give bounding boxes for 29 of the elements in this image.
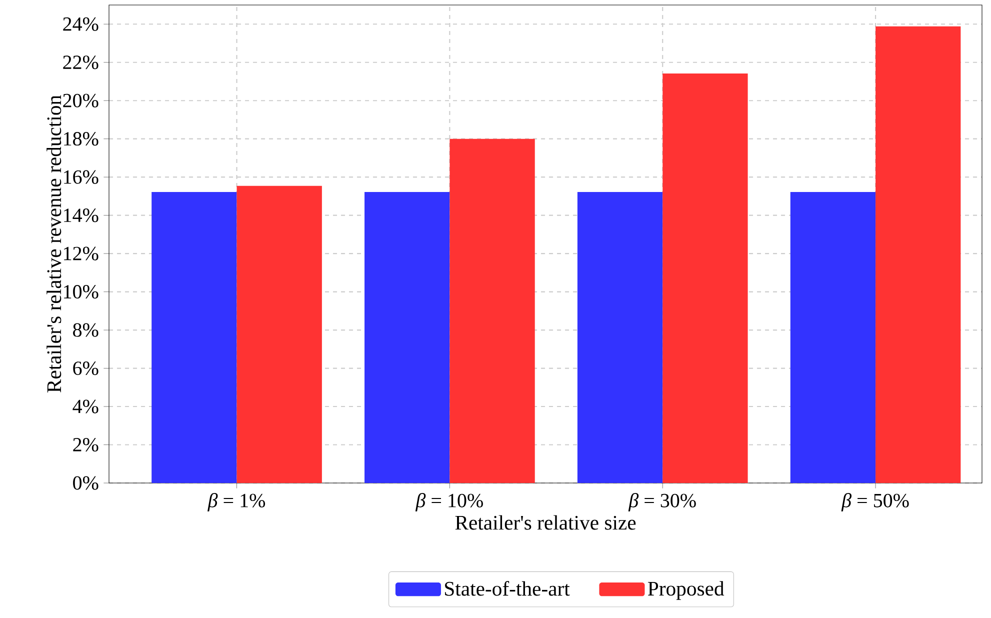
y-tick-label: 22% bbox=[63, 56, 98, 70]
y-tick-label: 8% bbox=[73, 323, 98, 337]
bar bbox=[364, 192, 450, 483]
y-tick-label: 4% bbox=[72, 400, 98, 414]
x-axis-title: Retailer's relative size bbox=[455, 515, 636, 530]
bar bbox=[450, 138, 535, 483]
bar bbox=[876, 26, 961, 483]
y-tick-label: 24% bbox=[63, 17, 98, 31]
bar bbox=[662, 73, 748, 483]
bar bbox=[577, 192, 663, 483]
y-tick-label: 14% bbox=[64, 208, 98, 222]
legend-label: Proposed bbox=[648, 581, 724, 600]
bar bbox=[236, 186, 322, 483]
y-tick-label: 12% bbox=[64, 246, 98, 260]
y-axis-title: Retailer's relative revenue reduction bbox=[46, 95, 62, 392]
y-tick-label: 16% bbox=[64, 170, 98, 184]
x-tick-label: β = 10% bbox=[415, 493, 483, 512]
bar bbox=[790, 192, 876, 483]
y-tick-label: 2% bbox=[73, 438, 98, 452]
legend-label: State-of-the-art bbox=[445, 581, 570, 596]
x-tick-label: β = 50% bbox=[841, 493, 909, 512]
bar bbox=[152, 192, 237, 483]
y-tick-label: 0% bbox=[73, 476, 98, 490]
y-tick-label: 20% bbox=[63, 94, 98, 108]
x-tick-label: β = 1% bbox=[207, 493, 266, 512]
x-tick-label: β = 30% bbox=[628, 493, 696, 512]
y-tick-label: 6% bbox=[73, 362, 98, 376]
y-tick-label: 18% bbox=[64, 132, 98, 146]
y-tick-label: 10% bbox=[64, 285, 98, 299]
